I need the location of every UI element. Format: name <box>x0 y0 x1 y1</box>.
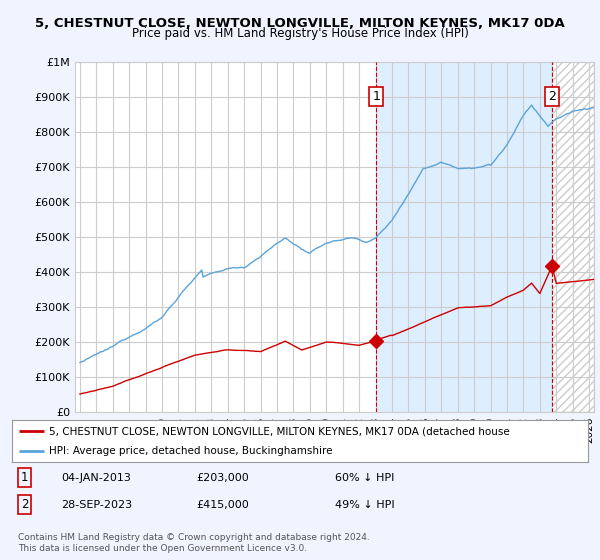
Text: Price paid vs. HM Land Registry's House Price Index (HPI): Price paid vs. HM Land Registry's House … <box>131 27 469 40</box>
Text: 2: 2 <box>21 498 28 511</box>
Text: Contains HM Land Registry data © Crown copyright and database right 2024.
This d: Contains HM Land Registry data © Crown c… <box>18 533 370 553</box>
Text: 49% ↓ HPI: 49% ↓ HPI <box>335 500 394 510</box>
Text: 5, CHESTNUT CLOSE, NEWTON LONGVILLE, MILTON KEYNES, MK17 0DA: 5, CHESTNUT CLOSE, NEWTON LONGVILLE, MIL… <box>35 17 565 30</box>
Text: 60% ↓ HPI: 60% ↓ HPI <box>335 473 394 483</box>
Text: 04-JAN-2013: 04-JAN-2013 <box>61 473 131 483</box>
Text: £203,000: £203,000 <box>196 473 249 483</box>
Text: 1: 1 <box>21 471 28 484</box>
Bar <box>376 62 552 412</box>
Text: 28-SEP-2023: 28-SEP-2023 <box>61 500 132 510</box>
Text: 1: 1 <box>372 90 380 103</box>
Text: 2: 2 <box>548 90 556 103</box>
Text: HPI: Average price, detached house, Buckinghamshire: HPI: Average price, detached house, Buck… <box>49 446 333 456</box>
Bar <box>552 62 594 412</box>
Text: 5, CHESTNUT CLOSE, NEWTON LONGVILLE, MILTON KEYNES, MK17 0DA (detached house: 5, CHESTNUT CLOSE, NEWTON LONGVILLE, MIL… <box>49 426 510 436</box>
Text: £415,000: £415,000 <box>196 500 249 510</box>
